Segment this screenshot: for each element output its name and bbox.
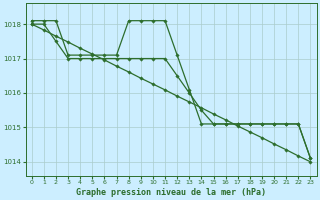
X-axis label: Graphe pression niveau de la mer (hPa): Graphe pression niveau de la mer (hPa) — [76, 188, 266, 197]
